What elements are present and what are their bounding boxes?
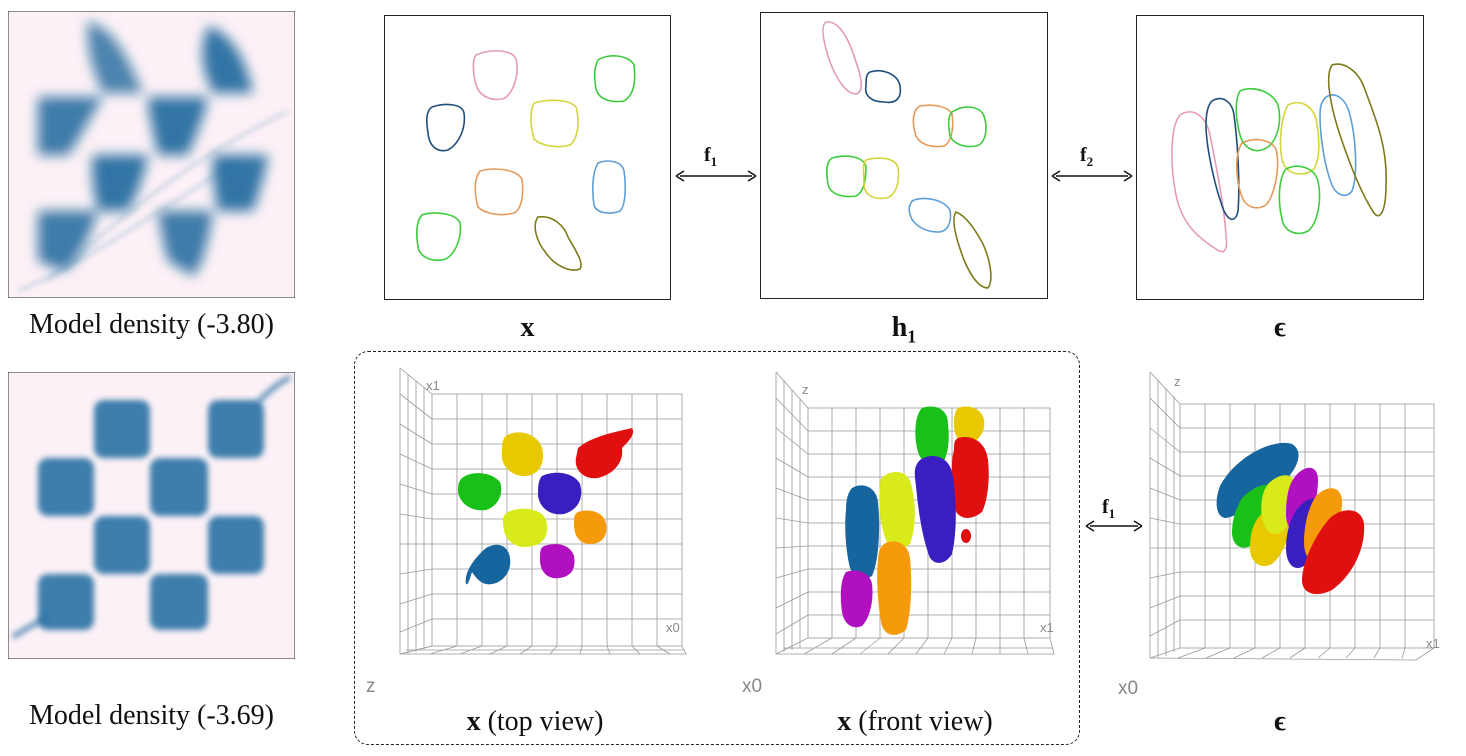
double-arrow-f2 <box>1051 170 1133 182</box>
arrow-f1-top-label: f1 <box>704 144 717 170</box>
plot3d-front-view: z x1 <box>775 371 1055 655</box>
caption-front-view-text: (front view) <box>851 706 993 737</box>
arrow-f1-bottom-label: f1 <box>1102 496 1115 522</box>
density-top-caption: Model density (-3.80) <box>29 309 274 340</box>
density-bottom-caption: Model density (-3.69) <box>29 700 274 731</box>
label-eps: ϵ <box>1274 312 1286 343</box>
caption-top-view: x (top view) <box>400 706 670 738</box>
eps3d-axis-x1: x1 <box>1426 636 1440 651</box>
contour-panel-eps <box>1136 15 1424 300</box>
plot3d-top-view: x1 x0 <box>399 367 687 655</box>
caption-top-view-x: x <box>466 706 481 737</box>
caption-front-view: x (front view) <box>770 706 1060 738</box>
label-x: x <box>520 312 535 343</box>
eps3d-axis-z: z <box>1174 374 1181 389</box>
label-h1-main: h <box>891 312 908 343</box>
arrow-f2-sub: 2 <box>1086 154 1094 169</box>
label-h1: h1 <box>760 312 1048 348</box>
caption-eps3d: ϵ <box>1274 706 1286 737</box>
contour-panel-x <box>384 15 671 300</box>
label-h1-sub: 1 <box>907 326 917 347</box>
front-view-axis-x1: x1 <box>1040 620 1054 635</box>
caption-top-view-text: (top view) <box>480 706 604 737</box>
density-image-top <box>8 11 295 298</box>
eps3d-corner-x0: x0 <box>1118 678 1139 699</box>
arrow-f1-top-sub: 1 <box>710 154 718 169</box>
double-arrow-f1-bottom <box>1085 520 1143 532</box>
arrow-f2-label: f2 <box>1080 144 1093 170</box>
double-arrow-f1-top <box>675 170 757 182</box>
plot3d-eps: z x1 <box>1149 371 1440 661</box>
arrow-f1-bottom-sub: 1 <box>1108 506 1116 521</box>
top-view-corner-z: z <box>366 676 376 697</box>
contour-panel-h1 <box>760 12 1048 299</box>
arrow-f1-top-f: f <box>704 144 711 166</box>
caption-front-view-x: x <box>837 706 852 737</box>
front-view-axis-z: z <box>802 382 809 397</box>
top-view-axis-x0: x0 <box>666 620 680 635</box>
arrow-f2-f: f <box>1080 144 1087 166</box>
dashed-group-box <box>354 351 1080 745</box>
arrow-f1-bottom-f: f <box>1102 496 1109 518</box>
front-view-corner-x0: x0 <box>742 676 763 697</box>
top-view-axis-x1: x1 <box>426 378 440 393</box>
density-image-bottom <box>8 372 295 659</box>
